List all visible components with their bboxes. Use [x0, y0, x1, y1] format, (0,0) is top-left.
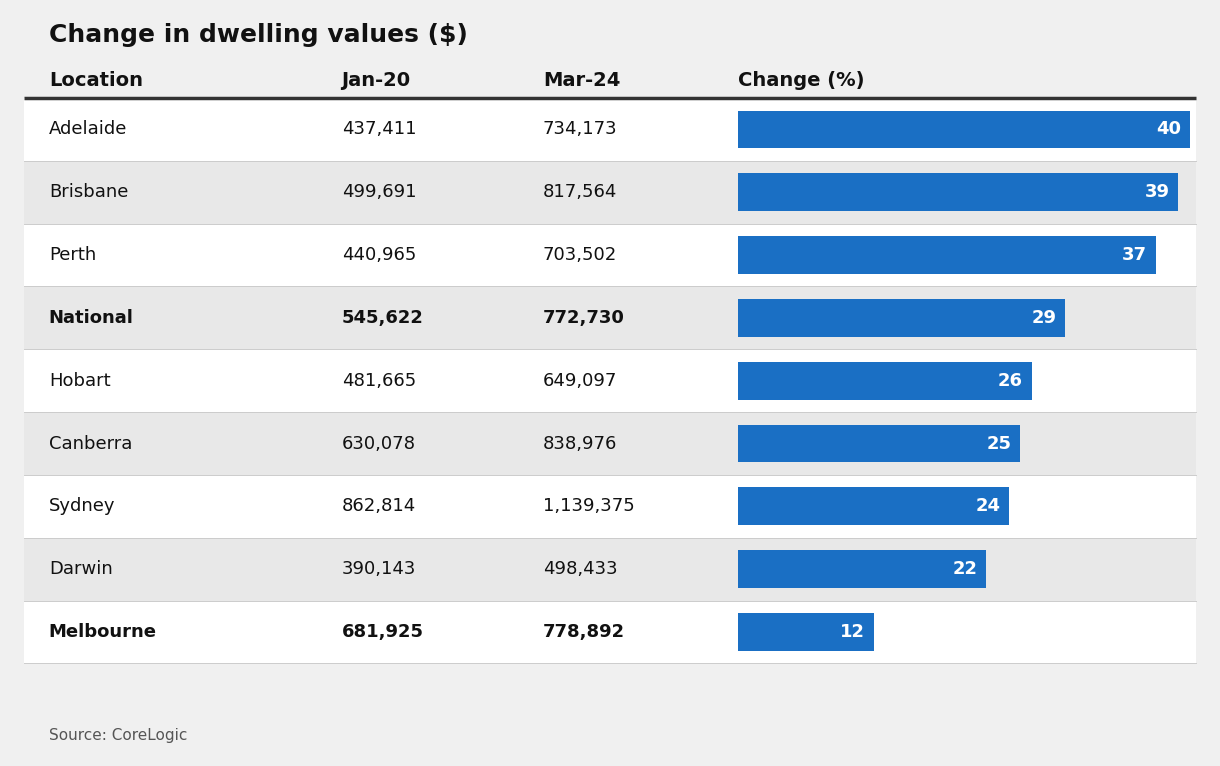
- Text: 26: 26: [998, 372, 1022, 390]
- Text: 437,411: 437,411: [342, 120, 416, 139]
- Text: 498,433: 498,433: [543, 560, 617, 578]
- Bar: [738, 424, 1020, 463]
- Text: 25: 25: [987, 434, 1011, 453]
- Text: Source: CoreLogic: Source: CoreLogic: [49, 728, 187, 743]
- Text: Change in dwelling values ($): Change in dwelling values ($): [49, 23, 467, 47]
- Text: 499,691: 499,691: [342, 183, 416, 201]
- Text: 440,965: 440,965: [342, 246, 416, 264]
- Text: 37: 37: [1122, 246, 1147, 264]
- Bar: [24, 349, 1196, 412]
- Text: Canberra: Canberra: [49, 434, 132, 453]
- Text: 12: 12: [841, 623, 865, 641]
- Text: 390,143: 390,143: [342, 560, 416, 578]
- Text: 29: 29: [1032, 309, 1057, 327]
- Text: Mar-24: Mar-24: [543, 71, 620, 90]
- Text: 630,078: 630,078: [342, 434, 416, 453]
- Text: Adelaide: Adelaide: [49, 120, 127, 139]
- Text: 40: 40: [1157, 120, 1181, 139]
- Bar: [738, 173, 1179, 211]
- Text: Melbourne: Melbourne: [49, 623, 157, 641]
- Text: Change (%): Change (%): [738, 71, 865, 90]
- Bar: [24, 286, 1196, 349]
- Text: Perth: Perth: [49, 246, 96, 264]
- Bar: [24, 475, 1196, 538]
- Text: 649,097: 649,097: [543, 372, 617, 390]
- Text: Sydney: Sydney: [49, 497, 116, 516]
- Text: 862,814: 862,814: [342, 497, 416, 516]
- Text: 703,502: 703,502: [543, 246, 617, 264]
- Bar: [738, 487, 1009, 525]
- Bar: [24, 601, 1196, 663]
- Text: Hobart: Hobart: [49, 372, 111, 390]
- Bar: [24, 412, 1196, 475]
- Text: Jan-20: Jan-20: [342, 71, 411, 90]
- Text: 24: 24: [976, 497, 1000, 516]
- Text: Location: Location: [49, 71, 143, 90]
- Text: 481,665: 481,665: [342, 372, 416, 390]
- Text: 545,622: 545,622: [342, 309, 423, 327]
- Bar: [738, 550, 986, 588]
- Text: 681,925: 681,925: [342, 623, 423, 641]
- Text: 734,173: 734,173: [543, 120, 617, 139]
- Bar: [738, 236, 1155, 274]
- Bar: [738, 110, 1190, 149]
- Bar: [24, 224, 1196, 286]
- Text: Brisbane: Brisbane: [49, 183, 128, 201]
- Text: 1,139,375: 1,139,375: [543, 497, 634, 516]
- Bar: [738, 299, 1065, 337]
- Bar: [738, 613, 874, 651]
- Text: Darwin: Darwin: [49, 560, 112, 578]
- Text: 817,564: 817,564: [543, 183, 617, 201]
- Text: 39: 39: [1144, 183, 1170, 201]
- Text: 772,730: 772,730: [543, 309, 625, 327]
- Text: 22: 22: [953, 560, 978, 578]
- Bar: [24, 538, 1196, 601]
- Text: National: National: [49, 309, 134, 327]
- Text: 778,892: 778,892: [543, 623, 625, 641]
- Bar: [24, 98, 1196, 161]
- Bar: [738, 362, 1032, 400]
- Text: 838,976: 838,976: [543, 434, 617, 453]
- Bar: [24, 161, 1196, 224]
